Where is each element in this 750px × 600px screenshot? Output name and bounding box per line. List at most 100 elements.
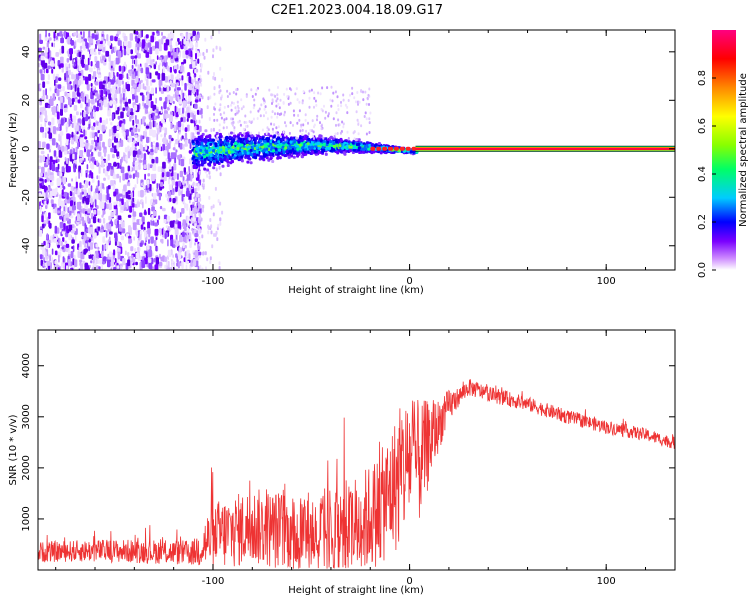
spectrogram-cell [162,207,166,212]
spectrogram-cell [219,172,222,177]
spectrogram-cell [54,79,56,86]
spectrogram-cell [151,193,154,197]
spectrogram-cell [99,133,103,141]
spectrogram-cell [189,90,192,96]
spectrogram-cell [82,238,85,245]
spectrogram-cell [125,191,129,199]
spectrogram-cell [108,251,113,257]
spectrogram-cell [156,246,159,252]
spectrogram-cell [132,125,135,133]
spectrogram-cell [91,132,95,139]
spectrogram-cell [197,251,202,256]
spectrogram-cell [163,176,167,181]
spectrogram-cell [124,101,129,107]
spectrogram-cell [120,111,124,119]
spectrogram-cell [165,39,170,46]
spectrogram-cell [69,206,73,211]
spectrogram-cell [164,256,167,263]
spectrogram-cell [209,256,212,261]
spectrogram-cell [70,267,74,270]
spectrogram-cell [67,82,71,90]
spectrogram-cell [154,264,159,270]
spectrogram-cell [190,50,193,58]
spectrogram-cell [150,35,154,43]
spectrogram-cell [194,88,197,93]
spectrogram-cell [264,153,268,157]
spectrogram-cell [142,102,144,107]
spectrogram-cell [177,133,179,141]
spectrogram-cell [67,76,71,82]
spectrogram-cell [175,181,179,185]
spectrogram-cell [139,92,144,96]
spectrogram-cell [197,80,199,85]
spectrogram-cell [192,181,195,186]
spectrogram-cell [147,244,150,250]
spectrogram-cell [77,87,80,94]
spectrogram-cell [185,50,189,55]
spectrogram-cell [61,200,65,208]
spectrogram-cell [113,75,116,84]
spectrogram-cell [122,99,127,103]
spectrogram-cell [131,258,136,263]
spectrogram-cell [43,69,46,74]
spectrogram-cell [40,150,45,155]
spectrogram-cell [90,48,94,55]
spectrogram-cell [188,166,190,172]
spectrogram-cell [247,145,251,149]
spectrogram-cell [98,166,101,174]
spectrogram-cell [181,61,184,65]
spectrogram-cell [162,137,167,145]
spectrogram-cell [165,193,168,198]
spectrogram-cell [97,74,102,79]
spectrogram-cell [210,35,213,40]
spectrogram-cell [278,148,282,152]
spectrogram-cell [172,208,176,214]
spectrogram-cell [113,249,116,256]
spectrogram-cell [159,205,163,210]
spectrogram-cell [133,236,135,241]
spectrogram-cell [169,197,172,202]
spectrogram-cell [204,37,207,42]
spectrogram-cell [97,180,100,187]
spectrogram-cell [230,131,233,135]
spectrogram-cell [129,111,134,116]
spectrogram-cell [173,244,176,249]
spectrogram-cell [154,239,157,247]
spectrogram-cell [103,149,107,157]
spectrogram-cell [181,208,185,214]
spectrogram-cell [117,251,121,260]
spectrogram-cell [195,254,197,259]
spectrogram-cell [68,97,72,106]
spectrogram-cell [136,201,140,208]
spectrogram-cell [191,204,195,208]
spectrogram-cell [183,167,186,173]
spectrogram-cell [352,148,356,152]
spectrogram-cell [172,100,175,105]
spectrogram-cell [97,226,101,231]
spectrogram-cell [151,87,154,94]
spectrogram-cell [120,166,125,174]
spectrogram-cell [162,255,165,262]
spectrogram-cell [221,164,225,168]
spectrogram-cell [149,46,153,55]
spectrogram-cell [71,178,73,182]
spectrogram-cell [81,96,85,102]
spectrogram-cell [137,141,139,147]
spectrogram-cells [38,30,675,270]
spectrogram-cell [101,250,104,258]
spectrogram-cell [202,185,205,190]
spectrogram-cell [106,89,111,95]
spectrogram-cell [88,118,91,124]
spectrogram-cell [136,30,139,35]
spectrogram-cell [212,75,215,80]
spectrogram-cell [131,142,135,151]
spectrogram-cell [186,223,188,228]
spectrogram-cell [141,39,146,47]
spectrogram-cell [184,127,188,132]
spectrogram-cell [269,134,273,138]
spectrogram-cell [146,179,150,185]
spectrogram-cell [218,261,221,266]
spectrogram-cell [228,150,231,154]
spectrogram-cell [77,80,82,86]
